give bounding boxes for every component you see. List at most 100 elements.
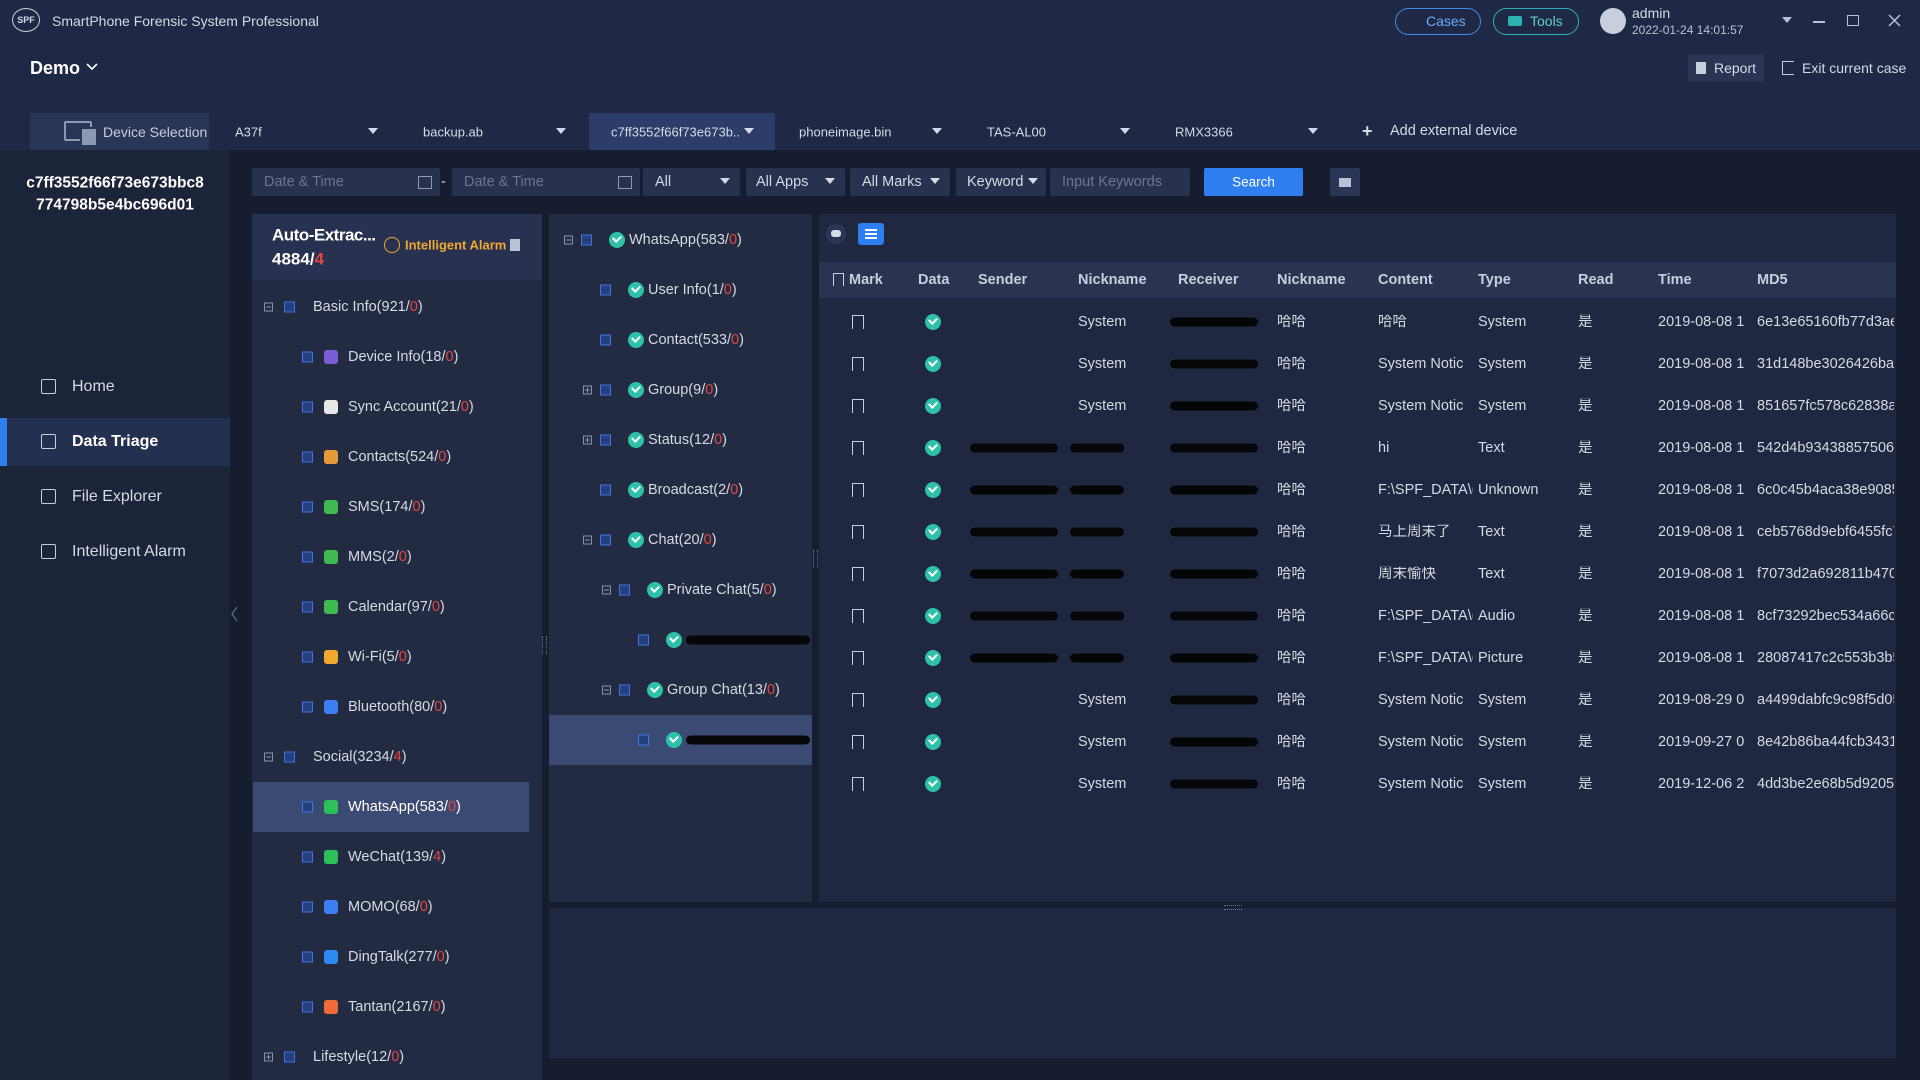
- tree-label[interactable]: WeChat(139/4): [348, 850, 446, 865]
- splitter[interactable]: [1224, 905, 1242, 910]
- date-to[interactable]: Date & Time: [452, 168, 640, 196]
- tree-checkbox[interactable]: [600, 384, 611, 396]
- tree-checkbox[interactable]: [600, 434, 611, 446]
- tree-expander[interactable]: [264, 1052, 273, 1062]
- tree-checkbox[interactable]: [638, 634, 649, 646]
- device-tab[interactable]: backup.ab: [401, 113, 587, 150]
- tree-label[interactable]: DingTalk(277/0): [348, 950, 450, 965]
- tree-checkbox[interactable]: [302, 451, 313, 463]
- nav-item[interactable]: Home: [72, 378, 115, 395]
- user-avatar[interactable]: [1600, 8, 1626, 34]
- tree-expander[interactable]: [264, 752, 273, 762]
- tree-label[interactable]: Contacts(524/0): [348, 450, 451, 465]
- date-from[interactable]: Date & Time: [252, 168, 440, 196]
- column-header[interactable]: Read: [1578, 271, 1614, 288]
- tree-checkbox[interactable]: [619, 584, 630, 596]
- tree-checkbox[interactable]: [600, 334, 611, 346]
- tree-label[interactable]: WhatsApp(583/0): [348, 800, 461, 815]
- tree-label[interactable]: Device Info(18/0): [348, 350, 458, 365]
- bookmark-button[interactable]: [852, 525, 864, 539]
- field-select[interactable]: Keyword: [956, 168, 1046, 196]
- splitter[interactable]: [542, 636, 547, 654]
- tree-label[interactable]: Social(3234/4): [313, 750, 407, 765]
- tree-label[interactable]: SMS(174/0): [348, 500, 425, 515]
- tree-checkbox[interactable]: [638, 734, 649, 746]
- tree-label[interactable]: MOMO(68/0): [348, 900, 433, 915]
- export-button[interactable]: [1330, 168, 1360, 196]
- report-button[interactable]: Report: [1688, 54, 1764, 82]
- delete-icon[interactable]: [510, 239, 520, 251]
- tree-checkbox[interactable]: [284, 301, 295, 313]
- minimize-button[interactable]: [1813, 21, 1825, 23]
- device-tab[interactable]: RMX3366: [1153, 113, 1339, 150]
- nav-item[interactable]: Data Triage: [72, 433, 159, 450]
- device-tab[interactable]: A37f: [213, 113, 399, 150]
- tree-label[interactable]: Calendar(97/0): [348, 600, 445, 615]
- tree-expander[interactable]: [602, 685, 611, 695]
- exit-case[interactable]: Exit current case: [1802, 60, 1907, 76]
- column-header[interactable]: Nickname: [1277, 271, 1346, 288]
- column-header[interactable]: Sender: [978, 271, 1028, 288]
- tree-checkbox[interactable]: [284, 751, 295, 763]
- tree-checkbox[interactable]: [600, 534, 611, 546]
- tree-expander[interactable]: [602, 585, 611, 595]
- tree-label[interactable]: Wi-Fi(5/0): [348, 650, 412, 665]
- tree-label[interactable]: MMS(2/0): [348, 550, 412, 565]
- tree-checkbox[interactable]: [302, 851, 313, 863]
- tree-label[interactable]: Bluetooth(80/0): [348, 700, 447, 715]
- marks-select[interactable]: All Marks: [850, 168, 950, 196]
- apps-select[interactable]: All Apps: [746, 168, 845, 196]
- column-header[interactable]: MD5: [1757, 271, 1788, 288]
- tree-checkbox[interactable]: [600, 484, 611, 496]
- tree-checkbox[interactable]: [302, 951, 313, 963]
- tree-checkbox[interactable]: [302, 551, 313, 563]
- tree-checkbox[interactable]: [302, 401, 313, 413]
- device-tab[interactable]: phoneimage.bin: [777, 113, 963, 150]
- tree-label[interactable]: Basic Info(921/0): [313, 300, 423, 315]
- device-tab[interactable]: TAS-AL00: [965, 113, 1151, 150]
- tree-checkbox[interactable]: [302, 351, 313, 363]
- add-external-device[interactable]: Add external device: [1390, 122, 1518, 139]
- tree-label[interactable]: Lifestyle(12/0): [313, 1050, 404, 1065]
- tree-expander[interactable]: [583, 535, 592, 545]
- tree-label[interactable]: Broadcast(2/0): [648, 483, 743, 498]
- column-header[interactable]: Content: [1378, 271, 1433, 288]
- bookmark-button[interactable]: [852, 441, 864, 455]
- tree-checkbox[interactable]: [581, 234, 592, 246]
- tree-label[interactable]: WhatsApp(583/0): [629, 233, 742, 248]
- chat-view-button[interactable]: [826, 224, 846, 244]
- bookmark-button[interactable]: [852, 693, 864, 707]
- collapse-sidebar[interactable]: [231, 606, 239, 622]
- case-dropdown[interactable]: [86, 63, 98, 71]
- bookmark-button[interactable]: [852, 399, 864, 413]
- tree-checkbox[interactable]: [600, 284, 611, 296]
- tree-checkbox[interactable]: [619, 684, 630, 696]
- device-tab[interactable]: c7ff3552f66f73e673b...: [589, 113, 775, 150]
- tree-checkbox[interactable]: [302, 901, 313, 913]
- restore-button[interactable]: [1847, 15, 1859, 26]
- nav-item[interactable]: Intelligent Alarm: [72, 543, 186, 560]
- bookmark-button[interactable]: [852, 315, 864, 329]
- tree-checkbox[interactable]: [302, 1001, 313, 1013]
- tree-label[interactable]: Group(9/0): [648, 383, 718, 398]
- nav-item[interactable]: File Explorer: [72, 488, 162, 505]
- list-view-button[interactable]: [858, 223, 884, 245]
- tree-label[interactable]: Group Chat(13/0): [667, 683, 780, 698]
- tree-expander[interactable]: [264, 302, 273, 312]
- bookmark-button[interactable]: [852, 357, 864, 371]
- tree-label[interactable]: Tantan(2167/0): [348, 1000, 446, 1015]
- bookmark-button[interactable]: [852, 483, 864, 497]
- tree-label[interactable]: Status(12/0): [648, 433, 727, 448]
- bookmark-button[interactable]: [852, 777, 864, 791]
- tree-label[interactable]: Chat(20/0): [648, 533, 717, 548]
- tree-checkbox[interactable]: [302, 501, 313, 513]
- tree-label[interactable]: Private Chat(5/0): [667, 583, 777, 598]
- close-button[interactable]: [1888, 14, 1901, 27]
- tree-label[interactable]: User Info(1/0): [648, 283, 737, 298]
- cases-button[interactable]: Cases: [1395, 8, 1481, 35]
- bookmark-button[interactable]: [852, 609, 864, 623]
- scope-select[interactable]: All: [643, 168, 740, 196]
- bookmark-button[interactable]: [852, 651, 864, 665]
- tree-checkbox[interactable]: [284, 1051, 295, 1063]
- search-button[interactable]: Search: [1204, 168, 1303, 196]
